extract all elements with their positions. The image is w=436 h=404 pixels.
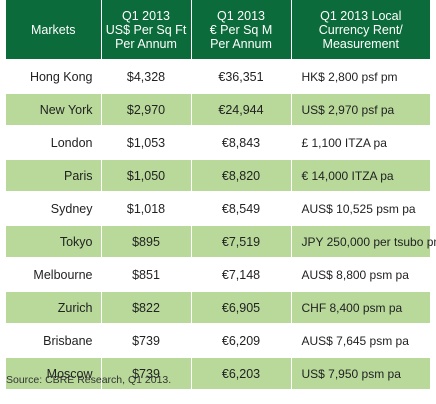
market-cell: London (6, 125, 102, 159)
market-cell: Hong Kong (6, 59, 102, 93)
eur-cell: €6,905 (191, 290, 292, 324)
table-row: Sydney $1,018 €8,549 AUS$ 10,525 psm pa (6, 191, 430, 225)
local-cell: € 14,000 ITZA pa (291, 158, 430, 192)
usd-cell: $739 (101, 356, 192, 389)
local-cell: CHF 8,400 psm pa (291, 290, 430, 324)
table-row: Zurich $822 €6,905 CHF 8,400 psm pa (6, 290, 430, 324)
eur-cell: €7,519 (191, 224, 292, 258)
usd-cell: $851 (101, 257, 192, 291)
market-cell: Tokyo (6, 224, 102, 258)
eur-cell: €6,203 (191, 356, 292, 389)
market-cell: Paris (6, 158, 102, 192)
usd-cell: $1,053 (101, 125, 192, 159)
eur-cell: €7,148 (191, 257, 292, 291)
header-usd: Q1 2013 US$ Per Sq Ft Per Annum (101, 0, 192, 60)
table-row: Melbourne $851 €7,148 AUS$ 8,800 psm pa (6, 257, 430, 291)
eur-cell: €24,944 (191, 92, 292, 126)
eur-cell: €6,209 (191, 323, 292, 357)
local-cell: US$ 7,950 psm pa (291, 356, 430, 389)
header-local-line-2: Currency Rent/ (318, 22, 403, 37)
market-cell: Sydney (6, 191, 102, 225)
usd-cell: $4,328 (101, 59, 192, 93)
local-cell: JPY 250,000 per tsubo pm (291, 224, 436, 258)
market-cell: Brisbane (6, 323, 102, 357)
usd-cell: $739 (101, 323, 192, 357)
header-local-line-1: Q1 2013 Local (320, 8, 402, 23)
market-cell: Melbourne (6, 257, 102, 291)
eur-cell: €36,351 (191, 59, 292, 93)
usd-cell: $1,050 (101, 158, 192, 192)
usd-cell: $2,970 (101, 92, 192, 126)
table-row: Moscow $739 €6,203 US$ 7,950 psm pa (6, 356, 430, 389)
header-row: Markets Q1 2013 US$ Per Sq Ft Per Annum … (6, 0, 430, 60)
usd-cell: $1,018 (101, 191, 192, 225)
header-eur-line-2: € Per Sq M (209, 22, 273, 37)
table-row: London $1,053 €8,843 £ 1,100 ITZA pa (6, 125, 430, 159)
local-cell: AUS$ 7,645 psm pa (291, 323, 430, 357)
header-usd-line-2: US$ Per Sq Ft (105, 22, 187, 37)
usd-cell: $822 (101, 290, 192, 324)
table-row: Paris $1,050 €8,820 € 14,000 ITZA pa (6, 158, 430, 192)
table-row: Hong Kong $4,328 €36,351 HK$ 2,800 psf p… (6, 59, 430, 93)
header-usd-line-1: Q1 2013 (122, 8, 170, 23)
header-local-line-3: Measurement (322, 36, 399, 51)
local-cell: £ 1,100 ITZA pa (291, 125, 430, 159)
market-cell: New York (6, 92, 102, 126)
table-row: Brisbane $739 €6,209 AUS$ 7,645 psm pa (6, 323, 430, 357)
local-cell: AUS$ 10,525 psm pa (291, 191, 430, 225)
eur-cell: €8,843 (191, 125, 292, 159)
table-body: Hong Kong $4,328 €36,351 HK$ 2,800 psf p… (6, 59, 436, 389)
header-eur: Q1 2013 € Per Sq M Per Annum (191, 0, 292, 60)
local-cell: AUS$ 8,800 psm pa (291, 257, 430, 291)
local-cell: HK$ 2,800 psf pm (291, 59, 430, 93)
header-usd-line-3: Per Annum (115, 36, 177, 51)
eur-cell: €8,820 (191, 158, 292, 192)
market-cell: Moscow (6, 356, 102, 389)
local-cell: US$ 2,970 psf pa (291, 92, 430, 126)
market-cell: Zurich (6, 290, 102, 324)
eur-cell: €8,549 (191, 191, 292, 225)
table-row: Tokyo $895 €7,519 JPY 250,000 per tsubo … (6, 224, 436, 258)
rent-table: Markets Q1 2013 US$ Per Sq Ft Per Annum … (6, 0, 436, 389)
header-markets: Markets (6, 0, 102, 60)
table-row: New York $2,970 €24,944 US$ 2,970 psf pa (6, 92, 430, 126)
usd-cell: $895 (101, 224, 192, 258)
header-eur-line-1: Q1 2013 (217, 8, 265, 23)
source-note: Source: CBRE Research, Q1 2013. (6, 374, 172, 386)
header-local: Q1 2013 Local Currency Rent/ Measurement (291, 0, 430, 60)
header-eur-line-3: Per Annum (210, 36, 272, 51)
